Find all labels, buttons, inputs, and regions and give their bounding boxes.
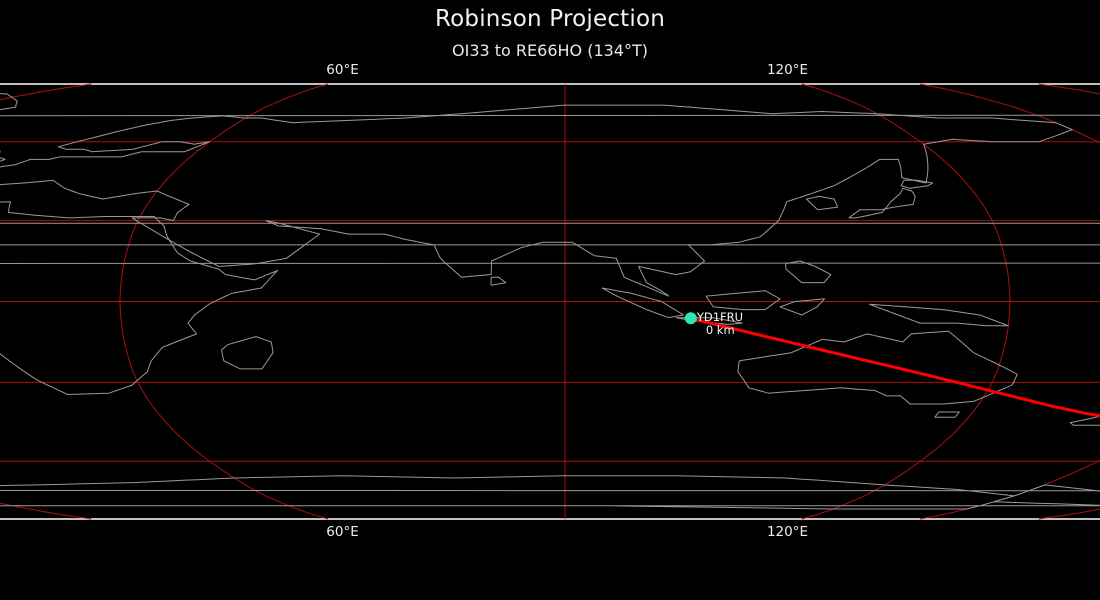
lon-tick-60E: 60°E xyxy=(326,524,359,540)
lon-tick-120E: 120°E xyxy=(766,524,809,540)
marker-yd1fru[interactable] xyxy=(684,312,697,325)
lon-tick-60E: 60°E xyxy=(326,62,359,78)
endpoint-markers[interactable] xyxy=(684,312,1100,425)
marker-callsign: YD1FRU xyxy=(696,310,744,325)
page-subtitle: OI33 to RE66HO (134°T) xyxy=(452,41,648,60)
coastlines xyxy=(0,93,1100,510)
great-circle-path xyxy=(689,316,1100,418)
marker-label-yd1fru: YD1FRU 0 km xyxy=(697,311,743,337)
lon-tick-120E: 120°E xyxy=(766,62,809,78)
page-title: Robinson Projection xyxy=(434,6,666,32)
marker-distance: 0 km xyxy=(705,323,735,338)
graticule xyxy=(0,83,1100,520)
